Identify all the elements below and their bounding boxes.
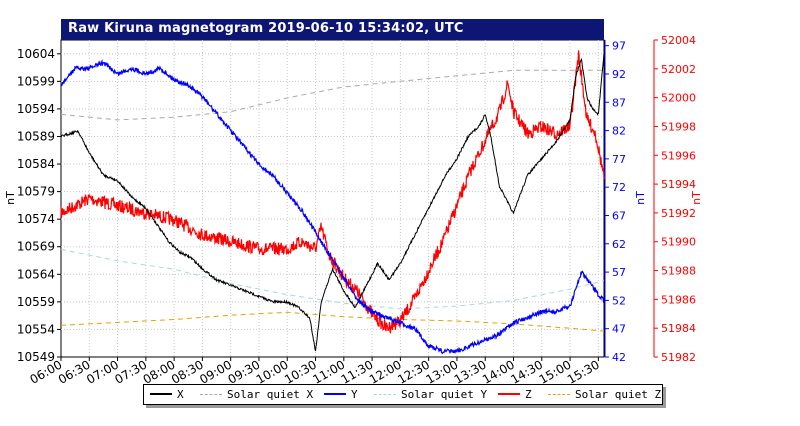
legend-item-x: X xyxy=(150,387,184,402)
plot-area xyxy=(60,39,605,358)
right-1-y-tick-label: 67 xyxy=(612,209,626,222)
legend-swatch xyxy=(324,393,346,395)
right-1-y-tick-label: 57 xyxy=(612,266,626,279)
series-x xyxy=(60,53,605,352)
series-solar-quiet-x xyxy=(60,69,604,121)
right-1-y-tick-label: 52 xyxy=(612,294,626,307)
series-y xyxy=(60,58,605,355)
legend-label: Solar quiet X xyxy=(227,388,314,401)
right-1-y-tick-label: 72 xyxy=(612,181,626,194)
left-axis-title: nT xyxy=(4,191,17,205)
series-layer xyxy=(60,50,605,355)
right-1-y-tick-label: 62 xyxy=(612,238,626,251)
left-y-tick-label: 10584 xyxy=(17,157,55,171)
legend-item-y: Y xyxy=(324,387,358,402)
right-1-y-tick-label: 97 xyxy=(612,40,626,53)
right-1-y-tick-label: 87 xyxy=(612,96,626,109)
right-1-y-tick-label: 82 xyxy=(612,125,626,138)
right-2-y-tick-label: 52000 xyxy=(661,92,696,105)
legend-label: Solar quiet Z xyxy=(575,388,662,401)
legend-label: Z xyxy=(525,388,532,401)
left-y-tick-label: 10574 xyxy=(17,212,55,226)
right-2-y-tick-label: 51990 xyxy=(661,236,696,249)
legend-label: Solar quiet Y xyxy=(401,388,488,401)
series-solar-quiet-z xyxy=(60,311,605,332)
series-solar-quiet-y xyxy=(60,248,605,310)
left-y-tick-label: 10594 xyxy=(17,102,55,116)
right-2-y-tick-label: 51982 xyxy=(661,351,696,364)
right-1-y-tick-label: 92 xyxy=(612,68,626,81)
legend-swatch xyxy=(548,393,570,395)
right-axis-1-title: nT xyxy=(634,191,647,205)
right-1-y-tick-label: 47 xyxy=(612,323,626,336)
legend-swatch xyxy=(150,393,172,395)
legend-swatch xyxy=(374,393,396,395)
legend-swatch xyxy=(200,393,222,395)
right-2-y-tick-label: 51998 xyxy=(661,120,696,133)
left-y-tick-label: 10589 xyxy=(17,129,55,143)
title-bar xyxy=(61,19,604,40)
right-2-y-tick-label: 51986 xyxy=(661,293,696,306)
legend-item-z: Z xyxy=(498,387,532,402)
legend-item-solar-quiet-x: Solar quiet X xyxy=(200,387,313,402)
left-y-tick-label: 10569 xyxy=(17,240,55,254)
legend: X Solar quiet X Y Solar quiet Y Z Solar quiet… xyxy=(143,384,663,405)
right-2-y-tick-label: 52004 xyxy=(661,34,696,47)
left-y-tick-label: 10599 xyxy=(17,74,55,88)
left-y-tick-label: 10559 xyxy=(17,295,55,309)
right-2-y-tick-label: 51992 xyxy=(661,207,696,220)
right-1-y-tick-label: 77 xyxy=(612,153,626,166)
right-axis-2-title: nT xyxy=(690,191,703,205)
chart-title: Raw Kiruna magnetogram 2019-06-10 15:34:… xyxy=(68,21,464,36)
legend-item-solar-quiet-y: Solar quiet Y xyxy=(374,387,487,402)
left-y-tick-label: 10604 xyxy=(17,47,55,61)
legend-label: X xyxy=(177,388,184,401)
left-y-tick-label: 10549 xyxy=(17,350,55,364)
right-2-y-tick-label: 51996 xyxy=(661,149,696,162)
right-2-y-tick-label: 52002 xyxy=(661,63,696,76)
right-2-y-tick-label: 51988 xyxy=(661,265,696,278)
left-y-tick-label: 10579 xyxy=(17,185,55,199)
left-y-tick-label: 10554 xyxy=(17,322,55,336)
legend-label: Y xyxy=(351,388,358,401)
grid xyxy=(61,40,604,357)
left-y-tick-label: 10564 xyxy=(17,267,55,281)
legend-swatch xyxy=(498,393,520,395)
right-2-y-tick-label: 51994 xyxy=(661,178,696,191)
legend-item-solar-quiet-z: Solar quiet Z xyxy=(548,387,661,402)
right-2-y-tick-label: 51984 xyxy=(661,322,696,335)
x-tick-label: 15:30 xyxy=(565,357,602,386)
right-1-y-tick-label: 42 xyxy=(612,351,626,364)
